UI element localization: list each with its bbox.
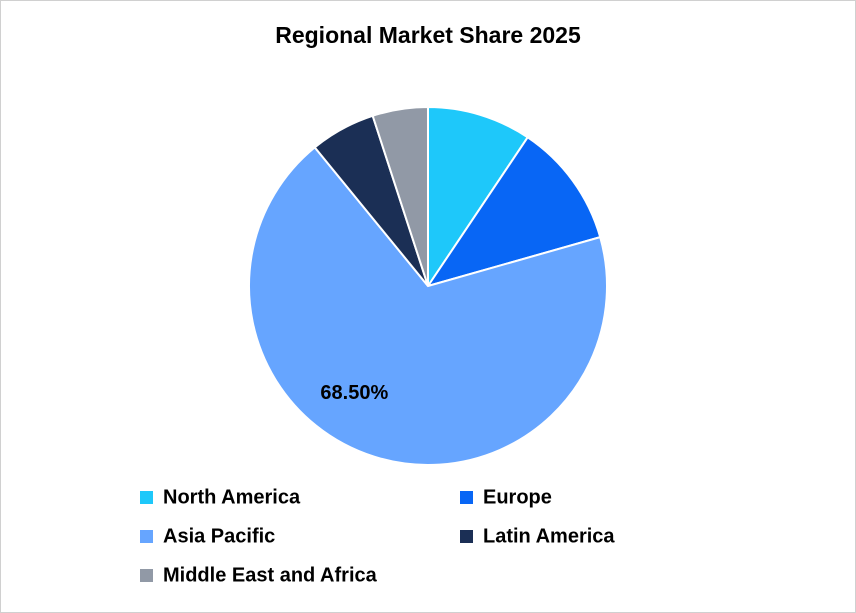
legend-label: Middle East and Africa	[163, 564, 378, 586]
legend-label: Europe	[483, 486, 552, 508]
data-label: 68.50%	[320, 382, 388, 404]
chart-title: Regional Market Share 2025	[275, 22, 581, 48]
legend-label: North America	[163, 486, 301, 508]
legend-swatch	[140, 491, 153, 504]
pie-slice	[248, 145, 608, 466]
legend-label: Latin America	[483, 525, 615, 547]
legend-swatch	[460, 530, 473, 543]
legend-swatch	[460, 491, 473, 504]
pie-slice	[427, 105, 530, 290]
legend-label: Asia Pacific	[163, 525, 275, 547]
legend-swatch	[140, 530, 153, 543]
pie-slice	[371, 105, 429, 287]
legend-swatch	[140, 569, 153, 582]
